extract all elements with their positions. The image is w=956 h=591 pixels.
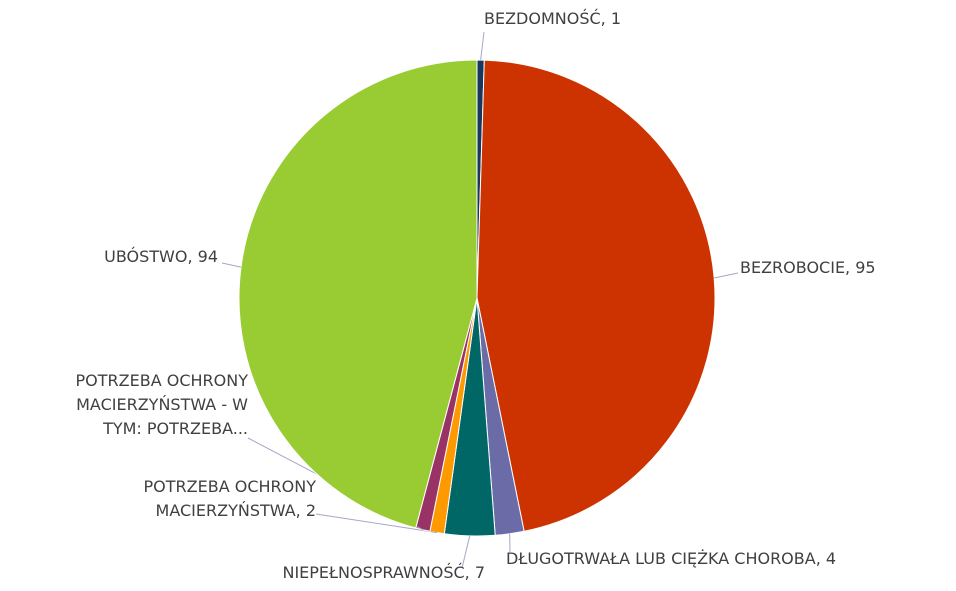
data-label: UBÓSTWO, 94: [104, 247, 218, 266]
leader-line: [480, 31, 485, 61]
label-line: MACIERZYŃSTWA, 2: [156, 501, 316, 520]
data-label: BEZROBOCIE, 95: [740, 258, 876, 277]
label-line: UBÓSTWO, 94: [104, 247, 218, 266]
leader-line: [315, 513, 438, 534]
label-line: BEZROBOCIE, 95: [740, 258, 876, 277]
data-label: POTRZEBA OCHRONY MACIERZYŃSTWA - W TYM: PO…: [76, 371, 249, 438]
label-line: POTRZEBA OCHRONY: [76, 371, 249, 390]
label-line: BEZDOMNOŚĆ, 1: [484, 9, 621, 28]
data-label: NIEPEŁNOSPRAWNOŚĆ, 7: [282, 563, 485, 582]
data-label: DŁUGOTRWAŁA LUB CIĘŻKA CHOROBA, 4: [506, 549, 836, 568]
pie-slice: [476, 59, 716, 532]
label-line: POTRZEBA OCHRONY: [144, 477, 317, 496]
leader-line: [714, 272, 739, 279]
leader-line: [461, 535, 471, 569]
data-label: POTRZEBA OCHRONY MACIERZYŃSTWA, 2: [144, 477, 317, 520]
label-line: TYM: POTRZEBA...: [102, 419, 248, 438]
data-label: BEZDOMNOŚĆ, 1: [484, 9, 621, 28]
label-line: MACIERZYŃSTWA - W: [76, 395, 248, 414]
leader-line: [221, 262, 242, 268]
label-line: NIEPEŁNOSPRAWNOŚĆ, 7: [282, 563, 485, 582]
label-line: DŁUGOTRWAŁA LUB CIĘŻKA CHOROBA, 4: [506, 549, 836, 568]
